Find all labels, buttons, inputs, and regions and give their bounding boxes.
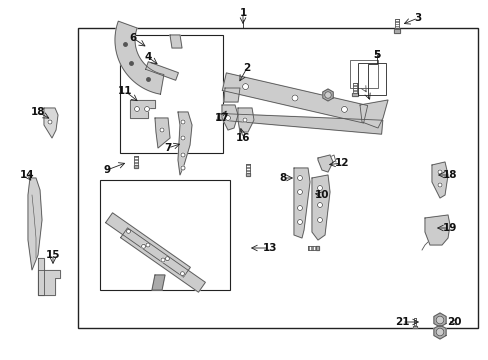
Polygon shape: [238, 108, 253, 132]
Circle shape: [181, 153, 184, 157]
Text: 18: 18: [442, 170, 456, 180]
Text: 7: 7: [164, 143, 171, 153]
Circle shape: [437, 183, 441, 187]
Polygon shape: [311, 175, 329, 240]
Polygon shape: [224, 88, 240, 102]
Polygon shape: [359, 100, 387, 128]
Polygon shape: [217, 113, 382, 134]
Circle shape: [435, 328, 443, 336]
Circle shape: [297, 175, 302, 180]
Polygon shape: [317, 155, 332, 172]
Polygon shape: [222, 73, 367, 123]
Text: 6: 6: [129, 33, 136, 43]
Circle shape: [297, 206, 302, 211]
Polygon shape: [433, 325, 445, 339]
Text: 5: 5: [373, 50, 380, 60]
Polygon shape: [115, 21, 163, 94]
Circle shape: [437, 170, 441, 174]
Polygon shape: [424, 215, 449, 245]
Bar: [78, 28, 477, 328]
Circle shape: [181, 120, 184, 124]
Polygon shape: [155, 118, 170, 148]
Polygon shape: [178, 112, 192, 175]
Circle shape: [317, 185, 322, 190]
Text: 9: 9: [103, 165, 110, 175]
Circle shape: [160, 128, 163, 132]
Circle shape: [317, 202, 322, 207]
Polygon shape: [245, 172, 250, 175]
Text: 4: 4: [144, 52, 151, 62]
Circle shape: [126, 229, 130, 233]
Text: 21: 21: [394, 317, 408, 327]
Polygon shape: [145, 62, 178, 80]
Bar: [120, 35, 223, 153]
Text: 8: 8: [279, 173, 286, 183]
Circle shape: [242, 84, 248, 90]
Circle shape: [144, 107, 149, 112]
Circle shape: [165, 257, 169, 261]
Circle shape: [134, 107, 139, 112]
Text: 14: 14: [20, 170, 34, 180]
Circle shape: [317, 217, 322, 222]
Text: 19: 19: [442, 223, 456, 233]
Text: 17: 17: [214, 113, 229, 123]
Polygon shape: [38, 258, 44, 295]
Polygon shape: [293, 168, 309, 238]
Polygon shape: [322, 89, 332, 101]
Circle shape: [291, 95, 297, 101]
Circle shape: [341, 107, 347, 112]
Circle shape: [324, 92, 331, 98]
Circle shape: [161, 258, 164, 262]
Text: 13: 13: [262, 243, 277, 253]
Polygon shape: [152, 275, 164, 290]
Polygon shape: [412, 326, 416, 328]
Text: 5: 5: [373, 50, 380, 60]
Circle shape: [297, 220, 302, 225]
Circle shape: [243, 118, 246, 122]
Circle shape: [435, 316, 443, 324]
Polygon shape: [28, 178, 42, 270]
Polygon shape: [121, 228, 205, 292]
Bar: [100, 180, 229, 290]
Text: 15: 15: [46, 250, 60, 260]
Text: 11: 11: [118, 86, 132, 96]
Circle shape: [297, 189, 302, 194]
Polygon shape: [393, 29, 399, 33]
Polygon shape: [433, 313, 445, 327]
Circle shape: [146, 243, 150, 247]
Text: 2: 2: [243, 63, 250, 73]
Circle shape: [48, 120, 52, 124]
Text: 3: 3: [413, 13, 421, 23]
Polygon shape: [38, 270, 60, 295]
Circle shape: [180, 272, 184, 276]
Text: 12: 12: [334, 158, 348, 168]
Text: 18: 18: [31, 107, 45, 117]
Polygon shape: [130, 100, 155, 118]
Text: 10: 10: [314, 190, 328, 200]
Polygon shape: [170, 35, 182, 48]
Text: 16: 16: [235, 133, 250, 143]
Circle shape: [181, 166, 184, 170]
Circle shape: [141, 244, 145, 248]
Polygon shape: [105, 213, 190, 277]
Polygon shape: [133, 165, 138, 167]
Circle shape: [181, 136, 184, 140]
Polygon shape: [222, 105, 238, 130]
Bar: [349, 60, 377, 88]
Polygon shape: [44, 108, 58, 138]
Polygon shape: [351, 93, 357, 96]
Text: 1: 1: [239, 8, 246, 18]
Circle shape: [225, 116, 230, 121]
Bar: [357, 63, 385, 95]
Polygon shape: [431, 162, 447, 198]
Text: 20: 20: [446, 317, 460, 327]
Polygon shape: [315, 246, 318, 251]
